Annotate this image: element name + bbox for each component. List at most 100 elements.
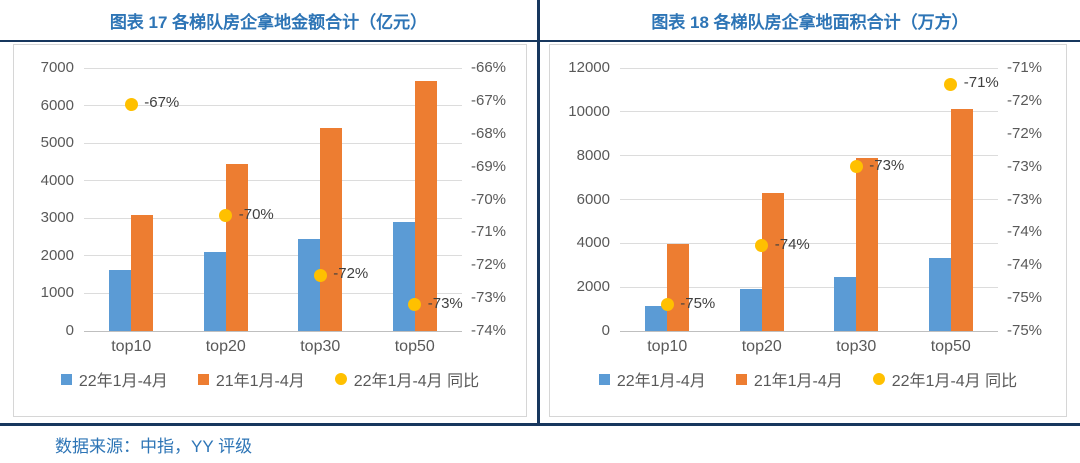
- category-label: top10: [111, 338, 152, 355]
- secondary-axis-tick-label: -67%: [471, 91, 507, 109]
- secondary-axis-tick-label: -75%: [1007, 322, 1043, 339]
- scatter-marker: [124, 97, 138, 111]
- gridline: [84, 255, 462, 257]
- secondary-axis-tick-label: -71%: [471, 223, 507, 241]
- legend-label: 22年1月-4月: [78, 373, 168, 390]
- bar-orange: [667, 244, 690, 331]
- gridline: [84, 217, 462, 219]
- legend-label: 22年1月-4月 同比: [353, 373, 480, 390]
- scatter-marker: [944, 77, 958, 91]
- legend: 22年1月-4月 21年1月-4月 22年1月-4月 同比: [14, 367, 526, 391]
- gridline: [620, 67, 998, 69]
- primary-axis-tick-label: 10000: [568, 102, 610, 120]
- data-label: -73%: [427, 294, 463, 312]
- data-label: -73%: [869, 156, 905, 174]
- header-rule: [0, 40, 1080, 42]
- bar-blue: [298, 238, 321, 331]
- secondary-axis-tick-label: -74%: [1007, 256, 1043, 274]
- secondary-axis-tick-label: -74%: [1007, 223, 1043, 241]
- figure-17-title: 图表 17 各梯队房企拿地金额合计（亿元）: [109, 12, 428, 32]
- vertical-divider: [537, 0, 540, 426]
- primary-axis-tick-label: 5000: [40, 134, 74, 152]
- bar-orange: [320, 128, 343, 331]
- gridline: [620, 155, 998, 157]
- bar-orange: [950, 108, 973, 331]
- legend-swatch-orange: [735, 373, 747, 385]
- bar-orange: [761, 192, 784, 331]
- category-label: top20: [205, 338, 246, 355]
- scatter-marker: [755, 239, 769, 253]
- primary-axis-tick-label: 6000: [40, 96, 74, 114]
- figure-18-title: 图表 18 各梯队房企拿地面积合计（万方）: [651, 12, 969, 32]
- primary-axis-tick-label: 8000: [576, 146, 610, 164]
- data-label: -75%: [680, 294, 716, 312]
- gridline: [620, 111, 998, 113]
- scatter-marker: [660, 298, 674, 312]
- chart-17: 7000 6000 5000 4000 3000 2000 1000 0 -66% -67% -68…: [14, 45, 526, 416]
- primary-axis-tick-label: 1000: [40, 284, 74, 302]
- legend-swatch-blue: [60, 373, 72, 385]
- primary-axis-tick-label: 6000: [576, 190, 610, 208]
- legend-item: 22年1月-4月: [598, 367, 706, 391]
- category-label: top20: [741, 338, 782, 355]
- legend-item: 21年1月-4月: [197, 367, 305, 391]
- gridline: [84, 330, 462, 332]
- bar-orange: [225, 163, 248, 331]
- data-label: -70%: [238, 205, 274, 223]
- legend-item: 22年1月-4月 同比: [872, 367, 1018, 391]
- footer-rule: [0, 423, 1080, 426]
- secondary-axis-tick-label: -73%: [1007, 157, 1043, 175]
- chart-panel-18: 12000 10000 8000 6000 4000 2000 0 -71% -72% -72% -…: [549, 44, 1067, 417]
- legend-item: 22年1月-4月: [60, 367, 168, 391]
- bar-orange: [856, 157, 879, 331]
- secondary-axis-tick-label: -68%: [471, 124, 507, 142]
- secondary-axis-tick-label: -75%: [1007, 289, 1043, 307]
- gridline: [620, 286, 998, 288]
- scatter-marker: [408, 298, 422, 312]
- bar-blue: [109, 270, 132, 331]
- legend-swatch-yellow: [334, 373, 347, 385]
- secondary-axis-tick-label: -73%: [1007, 190, 1043, 208]
- chart-panel-17: 7000 6000 5000 4000 3000 2000 1000 0 -66% -67% -68…: [13, 44, 527, 417]
- secondary-axis-tick-label: -70%: [471, 190, 507, 208]
- primary-axis-tick-label: 0: [65, 322, 74, 339]
- primary-axis-tick-label: 4000: [576, 234, 610, 252]
- secondary-axis-tick-label: -74%: [471, 322, 507, 339]
- bar-blue: [645, 305, 668, 331]
- data-label: -72%: [333, 265, 369, 283]
- scatter-marker: [849, 160, 863, 174]
- legend-label: 21年1月-4月: [215, 373, 305, 390]
- primary-axis-tick-label: 3000: [40, 209, 74, 227]
- bar-blue: [834, 277, 857, 331]
- legend-label: 21年1月-4月: [753, 373, 843, 390]
- primary-axis-tick-label: 0: [601, 322, 610, 339]
- gridline: [84, 105, 462, 107]
- secondary-axis-tick-label: -73%: [471, 289, 507, 307]
- gridline: [84, 67, 462, 69]
- bar-orange: [131, 214, 154, 331]
- chart-18: 12000 10000 8000 6000 4000 2000 0 -71% -72% -72% -…: [550, 45, 1066, 416]
- bar-orange: [414, 81, 437, 331]
- data-label: -71%: [963, 74, 999, 92]
- primary-axis-tick-label: 4000: [40, 171, 74, 189]
- category-label: top30: [836, 338, 877, 355]
- primary-axis-tick-label: 7000: [40, 59, 74, 76]
- category-label: top50: [394, 338, 435, 355]
- primary-axis-tick-label: 2000: [576, 278, 610, 296]
- scatter-marker: [313, 268, 327, 282]
- data-label: -74%: [774, 235, 810, 253]
- secondary-axis-tick-label: -71%: [1007, 59, 1043, 76]
- primary-axis-tick-label: 12000: [568, 59, 610, 76]
- bar-blue: [203, 252, 226, 331]
- legend-label: 22年1月-4月 同比: [891, 373, 1018, 390]
- secondary-axis-tick-label: -66%: [471, 59, 507, 76]
- primary-axis-tick-label: 2000: [40, 246, 74, 264]
- source-note: 数据来源：中指，YY 评级: [55, 437, 253, 456]
- gridline: [620, 199, 998, 200]
- gridline: [84, 142, 462, 144]
- secondary-axis-tick-label: -72%: [1007, 91, 1043, 109]
- data-label: -67%: [144, 94, 180, 112]
- bar-blue: [928, 257, 951, 331]
- gridline: [84, 180, 462, 182]
